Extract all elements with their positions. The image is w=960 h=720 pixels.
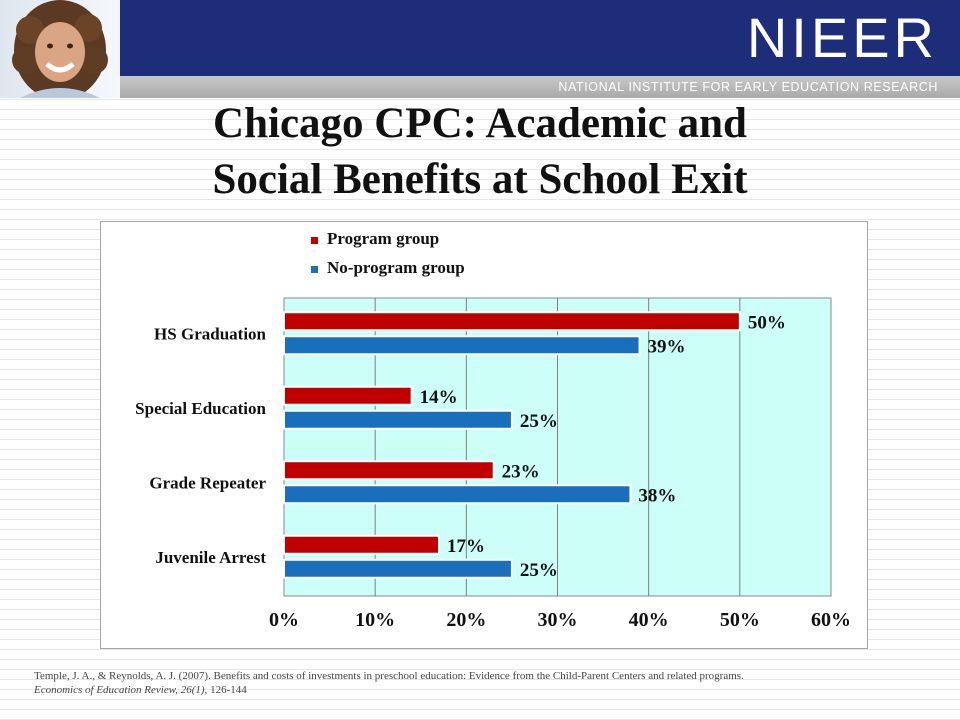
data-label: 25%	[520, 411, 558, 432]
data-label: 17%	[447, 536, 485, 557]
x-tick-label: 50%	[720, 609, 760, 631]
slide-title-line-2: Social Benefits at School Exit	[212, 156, 748, 203]
citation-pages: 126-144	[207, 684, 247, 696]
data-label: 14%	[420, 387, 458, 408]
category-label: Juvenile Arrest	[155, 548, 266, 567]
slide-title: Chicago CPC: Academic and Social Benefit…	[0, 96, 960, 208]
citation-journal: Economics of Education Review, 26(1),	[34, 684, 208, 696]
legend-label: Program group	[327, 229, 439, 248]
nieer-subtitle: NATIONAL INSTITUTE FOR EARLY EDUCATION R…	[558, 80, 938, 94]
category-label: Grade Repeater	[149, 473, 266, 492]
citation: Temple, J. A., & Reynolds, A. J. (2007).…	[34, 669, 934, 697]
legend-label: No-program group	[327, 258, 465, 277]
program-bar	[283, 311, 741, 332]
program-bar	[283, 460, 495, 481]
x-tick-label: 10%	[355, 609, 395, 631]
legend-swatch	[311, 266, 318, 273]
program-bar	[283, 534, 440, 555]
legend-swatch	[311, 237, 318, 244]
citation-line-1: Temple, J. A., & Reynolds, A. J. (2007).…	[34, 670, 744, 682]
x-tick-label: 20%	[446, 609, 486, 631]
no-program-bar	[283, 558, 513, 579]
x-tick-label: 30%	[538, 609, 578, 631]
data-label: 25%	[520, 560, 558, 581]
program-bar	[283, 385, 413, 406]
child-photo	[0, 0, 120, 98]
bar-chart: 0% 10% 20% 30% 40% 50% 60% HS Graduation 50% 39% S…	[135, 229, 851, 631]
child-photo-illustration	[12, 0, 108, 98]
data-label: 38%	[638, 485, 676, 506]
x-tick-label: 40%	[629, 609, 669, 631]
header-navy-bar	[120, 0, 960, 76]
citation-line-2: Economics of Education Review, 26(1), 12…	[34, 683, 934, 697]
x-tick-label: 0%	[269, 609, 299, 631]
no-program-bar	[283, 409, 513, 430]
data-label: 23%	[502, 461, 540, 482]
x-tick-label: 60%	[811, 609, 851, 631]
nieer-logo: NIEER	[746, 6, 938, 69]
chart-container: 0% 10% 20% 30% 40% 50% 60% HS Graduation 50% 39% S…	[100, 221, 868, 649]
slide-title-line-1: Chicago CPC: Academic and	[213, 100, 747, 147]
no-program-bar	[283, 335, 641, 356]
data-label: 39%	[648, 336, 686, 357]
no-program-bar	[283, 484, 632, 505]
header-gray-bar	[120, 76, 960, 98]
category-label: Special Education	[135, 399, 266, 418]
data-label: 50%	[748, 312, 786, 333]
category-label: HS Graduation	[154, 324, 266, 343]
